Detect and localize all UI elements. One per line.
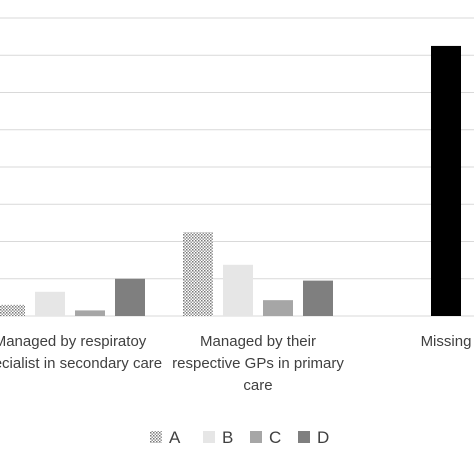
bar-d-cat-2 [303,280,333,316]
category-label-line: Missing [421,333,472,350]
bar-missing-cat-3 [431,45,461,316]
bar-a-cat-1 [0,304,25,316]
category-label-2: Managed by their respective GPs in primar… [172,333,344,394]
category-label-1: Managed by respiratoy specialist in secon… [0,333,162,372]
bars [0,45,461,316]
legend-swatch-a [150,431,162,443]
gridlines [0,17,474,317]
category-label-line: Managed by respiratoy [0,333,147,350]
bar-b-cat-1 [35,291,65,316]
legend-swatch-b [203,431,215,443]
legend-swatch-c [250,431,262,443]
category-label-3: Missing [421,333,472,350]
category-label-line: respective GPs in primary [172,355,344,372]
legend-label-c: C [269,428,281,447]
legend-label-a: A [169,428,181,447]
category-label-line: Managed by their [200,333,316,350]
bar-c-cat-2 [263,300,293,316]
category-label-line: specialist in secondary care [0,355,162,372]
category-label-line: care [243,377,272,394]
bar-c-cat-1 [75,310,105,316]
bar-b-cat-2 [223,264,253,316]
legend: A B C D [150,428,329,447]
bar-a-cat-2 [183,232,213,316]
legend-label-b: B [222,428,233,447]
legend-label-d: D [317,428,329,447]
legend-swatch-d [298,431,310,443]
category-labels: Managed by respiratoy specialist in secon… [0,333,471,394]
bar-d-cat-1 [115,278,145,316]
